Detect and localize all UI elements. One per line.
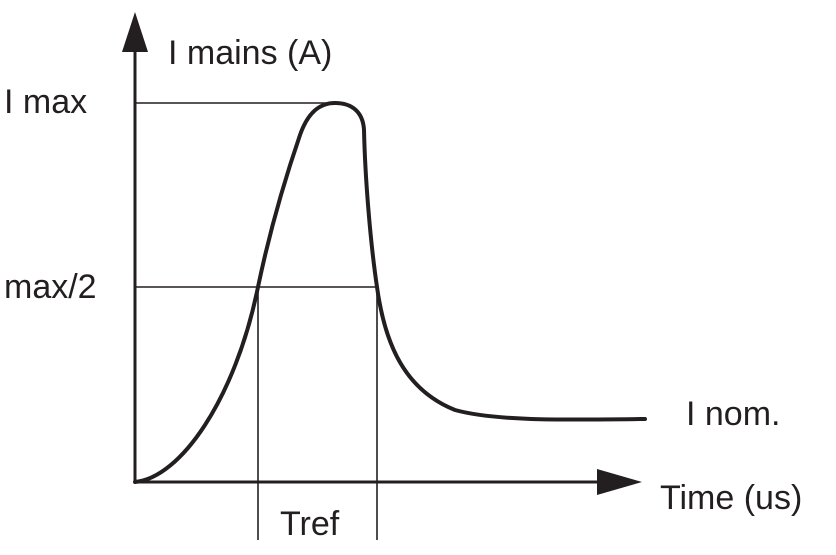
inom-label: I nom. [686,395,780,433]
tref-label: Tref [280,505,340,543]
half-max-label: max/2 [4,268,97,306]
x-axis-label: Time (us) [660,479,802,517]
x-axis-arrowhead [597,469,642,495]
y-axis-arrowhead [122,12,148,52]
imax-label: I max [4,83,87,121]
y-axis-label: I mains (A) [168,34,332,72]
current-curve [133,101,647,484]
